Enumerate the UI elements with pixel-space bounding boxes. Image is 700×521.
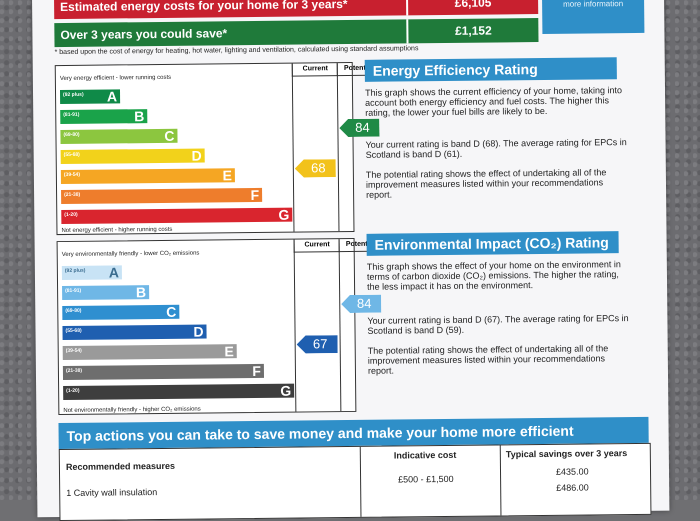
env-band-letter: D [193, 323, 204, 340]
estimated-cost-row: Estimated energy costs for your home for… [53, 0, 539, 20]
energy-band-c: (69-80) C [60, 127, 178, 145]
energy-band-range: (92 plus) [63, 91, 84, 98]
energy-potential-rating-arrow: 84 [339, 119, 379, 137]
energy-band-b: (81-91) B [60, 108, 148, 125]
env-band-range: (81-91) [65, 287, 82, 294]
environment-para-1: This graph shows the effect of your home… [366, 259, 621, 292]
col-recommended-measures: Recommended measures [65, 460, 176, 472]
action-measure-1: 1 Cavity wall insulation [66, 487, 158, 498]
env-band-letter: A [108, 264, 119, 281]
recommendations-note: recommendations report for more informat… [541, 0, 645, 34]
environment-heading: Environmental Impact (CO₂) Rating [366, 231, 619, 256]
energy-band-letter: G [278, 206, 290, 223]
energy-band-letter: B [134, 108, 145, 125]
env-band-b: (81-91) B [62, 284, 150, 301]
energy-band-letter: C [164, 127, 175, 144]
energy-band-letter: D [191, 147, 202, 164]
energy-col-current: Current [291, 63, 338, 77]
action-cost-1: £500 - £1,500 [398, 473, 454, 485]
env-band-range: (39-54) [65, 347, 82, 354]
energy-band-letter: F [250, 186, 260, 204]
energy-band-range: (69-80) [63, 131, 80, 138]
col-typical-savings: Typical savings over 3 years [505, 448, 628, 460]
energy-band-letter: A [106, 88, 118, 105]
energy-band-range: (21-38) [64, 191, 81, 198]
efficiency-para-1: This graph shows the current efficiency … [364, 85, 623, 118]
env-band-e: (39-54) E [62, 343, 237, 361]
env-band-letter: C [166, 303, 177, 320]
epc-document: Estimated energy costs for your home for… [32, 0, 670, 521]
env-band-range: (69-80) [65, 307, 82, 314]
energy-band-range: (39-54) [63, 171, 81, 178]
env-band-range: (92 plus) [64, 267, 86, 274]
env-potential-rating-arrow: 84 [341, 295, 381, 313]
energy-band-a: (92 plus) A [59, 88, 121, 105]
energy-band-letter: E [222, 167, 232, 184]
env-band-a: (92 plus) A [61, 264, 122, 281]
energy-current-rating-arrow: 68 [295, 159, 336, 177]
env-band-d: (55-68) D [62, 323, 207, 341]
environment-para-2: Your current rating is band D (67). The … [367, 313, 629, 336]
env-band-letter: B [135, 284, 147, 301]
env-band-range: (55-68) [65, 327, 82, 334]
efficiency-para-2: Your current rating is band D (68). The … [365, 137, 627, 160]
energy-efficiency-chart: Current Potential Very energy efficient … [54, 61, 380, 236]
energy-band-e: (39-54) E [60, 167, 235, 185]
env-band-range: (21-38) [65, 367, 83, 374]
potential-saving-label: Over 3 years you could save* [60, 26, 228, 43]
energy-bottom-caption: Not energy efficient - higher running co… [61, 226, 173, 235]
energy-band-f: (21-38) F [61, 186, 263, 205]
potential-saving-row: Over 3 years you could save* £1,152 [54, 18, 539, 48]
cost-footnote: * based upon the cost of energy for heat… [54, 45, 419, 57]
env-band-c: (69-80) C [62, 303, 180, 321]
env-band-letter: F [252, 362, 262, 380]
environmental-impact-chart: Current Potential Very environmentally f… [56, 237, 382, 416]
env-top-caption: Very environmentally friendly - lower CO… [61, 250, 200, 259]
env-band-letter: G [280, 382, 292, 399]
energy-band-range: (1-20) [64, 211, 78, 218]
env-band-f: (21-38) F [62, 362, 265, 381]
env-band-range: (1-20) [66, 387, 80, 394]
energy-band-g: (1-20) G [61, 206, 293, 225]
efficiency-para-3: The potential rating shows the effect of… [365, 167, 607, 200]
environment-para-3: The potential rating shows the effect of… [367, 343, 609, 376]
efficiency-heading: Energy Efficiency Rating [364, 57, 617, 82]
env-band-g: (1-20) G [63, 382, 295, 401]
col-indicative-cost: Indicative cost [393, 449, 457, 461]
estimated-cost-label: Estimated energy costs for your home for… [60, 0, 348, 15]
action-saving-1: £435.00 [555, 466, 589, 477]
env-current-rating-arrow: 67 [297, 335, 338, 353]
energy-top-caption: Very energy efficient - lower running co… [59, 74, 172, 83]
env-bottom-caption: Not environmentally friendly - higher CO… [63, 406, 201, 415]
estimated-cost-value: £6,105 [405, 0, 539, 16]
energy-band-d: (55-68) D [60, 147, 205, 165]
env-band-letter: E [224, 343, 234, 360]
energy-band-range: (81-91) [63, 111, 80, 118]
energy-band-range: (55-68) [63, 151, 80, 158]
env-col-current: Current [293, 239, 340, 253]
action-saving-2: £486.00 [556, 482, 589, 493]
potential-saving-value: £1,152 [406, 18, 539, 44]
actions-table: Recommended measures Indicative cost Typ… [58, 442, 652, 521]
